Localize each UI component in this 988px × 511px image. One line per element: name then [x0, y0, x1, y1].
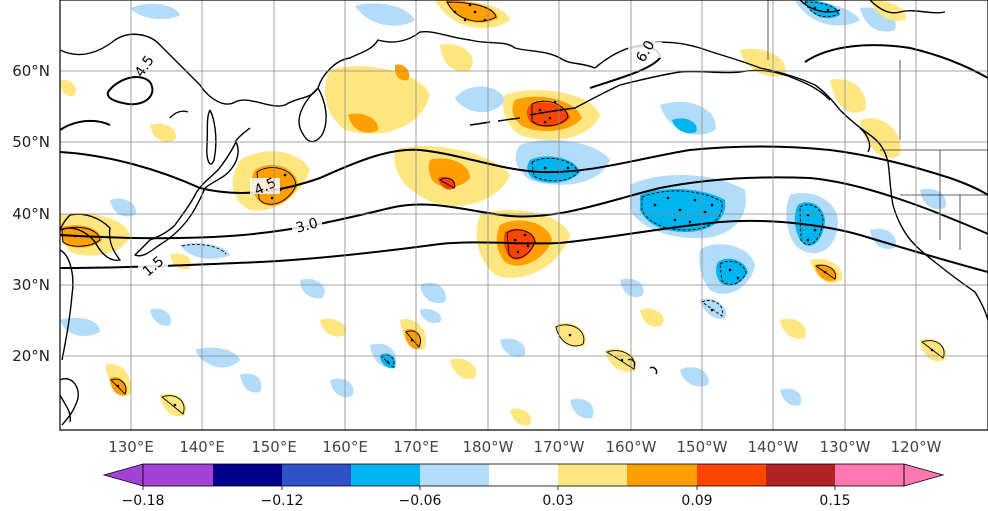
colorbar-tick-1: −0.18 [122, 493, 165, 509]
negative-significance-contours [181, 1, 839, 368]
lon-label-170e: 170°E [393, 438, 439, 456]
colorbar-segment-11 [835, 464, 904, 486]
colorbar-tick-2: −0.12 [261, 493, 304, 509]
lat-label-30n: 30°N [12, 276, 50, 294]
contour-labels: 4.5 6.0 4.5 3.0 1.5 [132, 38, 662, 280]
colorbar-tick-3: −0.06 [399, 493, 442, 509]
colorbar-segment-7 [558, 464, 627, 486]
colorbar-tick-5: 0.09 [681, 493, 712, 509]
colorbar-segment-8 [627, 464, 697, 486]
lon-label-130e: 130°E [108, 438, 154, 456]
lon-label-170w: 170°W [534, 438, 585, 456]
colorbar-segment-9 [697, 464, 766, 486]
longitude-labels: 130°E 140°E 150°E 160°E 170°E 180°W 170°… [108, 438, 941, 456]
colorbar-frame [142, 463, 905, 487]
colorbar-min-extend [102, 463, 144, 487]
colorbar-tick-4: 0.03 [542, 493, 573, 509]
colorbar-segment-4 [351, 464, 420, 486]
positive-significance-contours [61, 1, 945, 415]
lon-label-120w: 120°W [891, 438, 942, 456]
contour-4-5-circle [106, 76, 154, 106]
colorbar-segment-1 [143, 464, 213, 486]
colorbar: −0.18 −0.12 −0.06 0.03 0.09 0.15 [102, 463, 945, 509]
colorbar-segment-3 [282, 464, 351, 486]
gridlines [60, 0, 988, 430]
lon-label-150e: 150°E [251, 438, 297, 456]
contour-label-3-0: 3.0 [294, 215, 320, 236]
contour-4-5-ne [804, 44, 988, 79]
contour-4-5 [60, 145, 988, 196]
lat-label-20n: 20°N [12, 347, 50, 365]
colorbar-tick-6: 0.15 [819, 493, 850, 509]
colorbar-segment-10 [766, 464, 835, 486]
lat-label-40n: 40°N [12, 205, 50, 223]
latitude-labels: 60°N 50°N 40°N 30°N 20°N [12, 62, 50, 365]
colorbar-segment-2 [213, 464, 282, 486]
colorbar-max-extend [903, 463, 945, 487]
lon-label-140e: 140°E [179, 438, 225, 456]
lon-label-160e: 160°E [322, 438, 368, 456]
lon-label-160w: 160°W [606, 438, 657, 456]
lon-label-150w: 150°W [677, 438, 728, 456]
map-frame [59, 0, 988, 431]
contour-6-0-ring [60, 119, 111, 131]
lon-label-140w: 140°W [748, 438, 799, 456]
contour-3-0 [60, 176, 988, 240]
colorbar-segment-5 [420, 464, 489, 486]
lon-label-180w: 180°W [463, 438, 514, 456]
map-content: 4.5 6.0 4.5 3.0 1.5 [60, 0, 988, 430]
lon-label-130w: 130°W [820, 438, 871, 456]
lat-label-50n: 50°N [12, 133, 50, 151]
colorbar-segment-6 [489, 464, 558, 486]
state-boundaries [767, 0, 988, 250]
contour-1-5 [60, 219, 988, 273]
lat-label-60n: 60°N [12, 62, 50, 80]
mean-field-contours [60, 44, 988, 273]
